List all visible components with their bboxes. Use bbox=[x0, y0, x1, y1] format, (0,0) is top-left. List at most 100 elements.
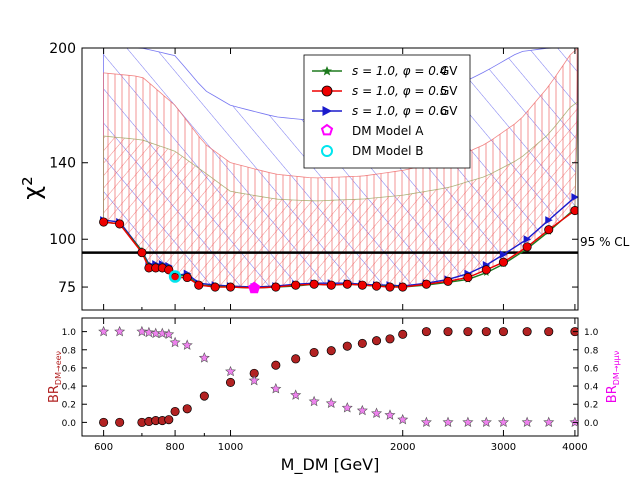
br-mu-point bbox=[181, 339, 193, 350]
point-s05 bbox=[443, 276, 453, 286]
br-mu-point bbox=[248, 374, 260, 386]
branching-ratio-panel-frame bbox=[81, 317, 579, 437]
br-mu-tick-label: 0.6 bbox=[584, 364, 599, 374]
br-e-point bbox=[99, 417, 109, 427]
br-mu-point bbox=[290, 389, 302, 400]
chi2-axis-label: χ² bbox=[18, 176, 46, 199]
br-mu-tick-label: 0.4 bbox=[584, 383, 599, 393]
point-s05 bbox=[225, 282, 236, 292]
legend-entry-model-b: DM Model B bbox=[321, 144, 423, 158]
br-mu-tick-label: 0.0 bbox=[584, 419, 599, 429]
br-e-point bbox=[421, 327, 431, 337]
point-s06 bbox=[545, 216, 553, 225]
point-s05 bbox=[182, 272, 192, 283]
br-e-point bbox=[481, 327, 491, 337]
br-mu-point bbox=[308, 395, 320, 407]
legend-marker-pentagon bbox=[320, 123, 334, 136]
br-e-tick-label: 0.8 bbox=[62, 346, 77, 356]
legend-marker-circle bbox=[321, 85, 333, 97]
point-s05 bbox=[463, 272, 473, 283]
br-e-point bbox=[182, 404, 192, 414]
br-e-point bbox=[309, 347, 319, 358]
br-e-axis-label: BRDM→eeν bbox=[47, 350, 63, 403]
legend-unit-s06: GV bbox=[440, 104, 458, 118]
br-e-point bbox=[498, 327, 508, 337]
br-mu-point bbox=[543, 416, 555, 428]
br-mu-point bbox=[420, 416, 432, 428]
br-mu-tick-label: 0.2 bbox=[584, 401, 598, 411]
point-s05 bbox=[271, 282, 281, 292]
br-e-point bbox=[225, 377, 236, 387]
br-mu-point bbox=[98, 325, 110, 337]
br-e-point bbox=[291, 354, 301, 364]
legend-label-model-a: DM Model A bbox=[352, 124, 424, 138]
br-mu-point bbox=[397, 413, 409, 425]
br-e-tick-label: 0.0 bbox=[62, 419, 77, 429]
br-mu-point bbox=[169, 336, 181, 348]
legend-label-s06: s = 1.0, φ = 0.6 bbox=[352, 104, 448, 118]
br-mu-point bbox=[341, 402, 353, 413]
br-e-point bbox=[357, 338, 367, 348]
br-mu-point bbox=[156, 327, 168, 339]
br-mu-point bbox=[143, 326, 155, 338]
br-mu-point bbox=[480, 416, 492, 428]
br-mu-point bbox=[325, 397, 337, 409]
point-s05 bbox=[342, 279, 352, 289]
br-mu-point bbox=[225, 365, 237, 377]
br-mu-point bbox=[462, 416, 474, 428]
point-s05 bbox=[498, 257, 508, 267]
legend-entry-s06: s = 1.0, φ = 0.6 GV bbox=[312, 104, 458, 118]
model-b-marker bbox=[168, 270, 182, 283]
legend-label-s05: s = 1.0, φ = 0.5 bbox=[352, 84, 447, 98]
point-s05 bbox=[357, 280, 367, 290]
chi2-tick-label: 140 bbox=[49, 156, 76, 172]
br-e-tick-label: 0.2 bbox=[62, 401, 76, 411]
legend-label-model-b: DM Model B bbox=[352, 144, 423, 158]
br-e-point bbox=[371, 336, 382, 346]
br-e-point bbox=[342, 341, 352, 351]
point-s05 bbox=[210, 282, 220, 292]
legend-entry-s05: s = 1.0, φ = 0.5 GV bbox=[312, 84, 458, 98]
chi2-panel: 75 100 140 200 χ² 95 % CL s = 1.0, φ = 0.4 … bbox=[18, 41, 630, 311]
model-a-marker bbox=[248, 281, 261, 294]
br-e-tick-label: 0.4 bbox=[62, 383, 77, 393]
point-s06 bbox=[523, 235, 532, 244]
mass-axis-label: M_DM [GeV] bbox=[281, 455, 380, 475]
mass-tick-label: 1000 bbox=[218, 442, 243, 453]
mass-tick-label: 800 bbox=[166, 442, 185, 453]
point-s05 bbox=[371, 281, 382, 291]
point-s05 bbox=[421, 279, 431, 289]
mass-tick-label: 4000 bbox=[562, 442, 587, 453]
legend-unit-s05: GV bbox=[440, 84, 458, 98]
br-e-point bbox=[398, 329, 408, 339]
point-s05 bbox=[115, 219, 125, 229]
br-e-point bbox=[115, 417, 125, 427]
legend-entry-model-a: DM Model A bbox=[320, 123, 424, 138]
br-e-point bbox=[443, 327, 453, 337]
mass-tick-label: 3000 bbox=[491, 442, 516, 453]
br-mu-tick-label: 0.8 bbox=[584, 346, 599, 356]
point-s05 bbox=[481, 265, 491, 275]
br-mu-point bbox=[163, 328, 175, 340]
legend-marker-triangle bbox=[322, 106, 332, 116]
legend-label-s04: s = 1.0, φ = 0.4 bbox=[352, 64, 447, 78]
legend: s = 1.0, φ = 0.4 GV s = 1.0, φ = 0.5 GV … bbox=[303, 54, 471, 169]
br-mu-point bbox=[270, 383, 282, 394]
mass-tick-label: 600 bbox=[94, 442, 113, 453]
br-mu-point bbox=[521, 416, 533, 428]
point-s05 bbox=[522, 242, 532, 252]
br-e-point bbox=[544, 327, 554, 337]
br-mu-point bbox=[136, 325, 148, 337]
chi2-tick-label: 75 bbox=[58, 280, 76, 296]
br-e-tick-label: 0.6 bbox=[62, 364, 77, 374]
br-mu-point bbox=[356, 404, 368, 416]
point-s05 bbox=[309, 279, 319, 289]
point-s05 bbox=[137, 248, 147, 258]
chi2-panel-frame bbox=[81, 47, 579, 311]
point-s05 bbox=[99, 217, 109, 227]
br-e-point bbox=[326, 346, 336, 356]
br-e-tick-label: 1.0 bbox=[62, 328, 77, 338]
point-s05 bbox=[570, 206, 578, 216]
legend-entry-s04: s = 1.0, φ = 0.4 GV bbox=[312, 64, 458, 78]
